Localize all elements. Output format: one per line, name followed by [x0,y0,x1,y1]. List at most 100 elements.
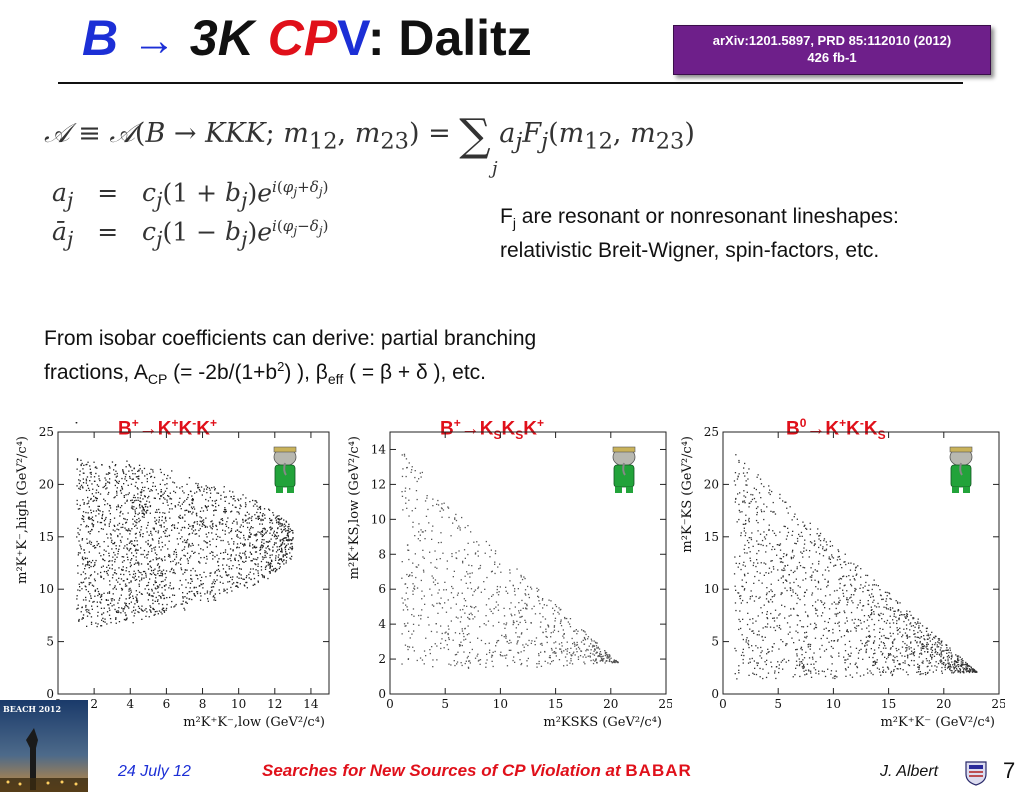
scatter-point [160,471,162,474]
scatter-point [279,525,281,527]
scatter-point [830,655,832,657]
scatter-point [809,541,812,543]
scatter-point [765,676,768,679]
scatter-point [831,663,833,665]
scatter-point [432,577,434,579]
scatter-point [183,492,185,494]
scatter-point [85,609,87,611]
scatter-point [746,623,749,626]
scatter-point [139,531,141,533]
scatter-point [748,537,750,539]
scatter-point [80,546,82,548]
scatter-point [763,574,765,576]
scatter-point [929,669,931,671]
scatter-point [962,670,965,672]
scatter-point [133,563,136,565]
scatter-point [108,510,110,512]
scatter-point [897,629,899,631]
scatter-point [134,509,136,511]
scatter-point [855,567,857,569]
scatter-point [873,584,876,586]
scatter-point [769,493,771,496]
scatter-point [402,609,405,611]
scatter-point [735,650,737,652]
scatter-point [200,557,202,559]
scatter-point [922,643,924,646]
scatter-point [145,572,147,574]
scatter-point [116,472,118,475]
scatter-point [827,566,829,568]
scatter-point [211,524,214,526]
scatter-point [186,498,188,500]
scatter-point [87,484,89,487]
scatter-point [505,637,507,639]
scatter-point [279,558,281,560]
scatter-point [877,613,880,615]
scatter-point [111,539,113,541]
scatter-point [103,485,106,488]
scatter-point [261,530,264,532]
scatter-point [86,557,88,559]
scatter-point [585,656,587,658]
scatter-point [737,475,739,477]
scatter-point [140,563,143,565]
scatter-point [188,591,190,593]
scatter-point [803,664,805,666]
scatter-point [163,585,166,587]
scatter-point [179,559,181,561]
scatter-point [162,569,165,571]
scatter-point [940,661,942,663]
scatter-point [577,656,580,658]
scatter-point [733,480,736,482]
scatter-point [936,652,939,654]
scatter-point [192,544,194,546]
scatter-point [801,626,803,628]
scatter-point [611,661,613,663]
scatter-point [789,589,792,591]
scatter-point [897,668,899,670]
scatter-point [118,545,121,547]
scatter-point [770,612,772,615]
scatter-point [930,647,932,649]
scatter-point [505,635,507,638]
scatter-point [206,509,208,511]
scatter-point [508,649,510,651]
scatter-point [874,661,876,663]
scatter-point [83,464,85,466]
scatter-point [96,497,98,500]
scatter-point [141,609,143,611]
scatter-point [782,500,784,502]
scatter-point [497,639,500,642]
scatter-point [282,524,284,526]
scatter-point [132,478,134,480]
scatter-point [765,545,768,547]
plot2-title-d: K [523,418,537,440]
scatter-point [144,588,146,590]
scatter-point [122,526,124,528]
scatter-point [931,654,934,656]
scatter-point [172,481,174,483]
scatter-point [188,544,190,547]
scatter-point [236,581,238,584]
scatter-point [568,623,571,625]
scatter-point [428,624,430,626]
scatter-point [803,595,805,597]
babar-elephant-mascot-icon [612,446,636,493]
scatter-point [420,529,422,531]
scatter-point [817,528,819,530]
scatter-point [83,520,85,523]
scatter-point [905,624,908,626]
scatter-point [401,491,403,493]
x-tick-label: 0 [386,697,394,711]
scatter-point [137,561,139,563]
scatter-point [854,569,856,571]
scatter-point [135,596,137,598]
scatter-point [844,611,846,614]
scatter-point [782,561,784,564]
scatter-point [401,495,404,497]
scatter-point [257,557,259,559]
scatter-point [492,665,494,668]
scatter-point [215,525,218,527]
scatter-point [288,525,290,528]
scatter-point [892,655,895,657]
